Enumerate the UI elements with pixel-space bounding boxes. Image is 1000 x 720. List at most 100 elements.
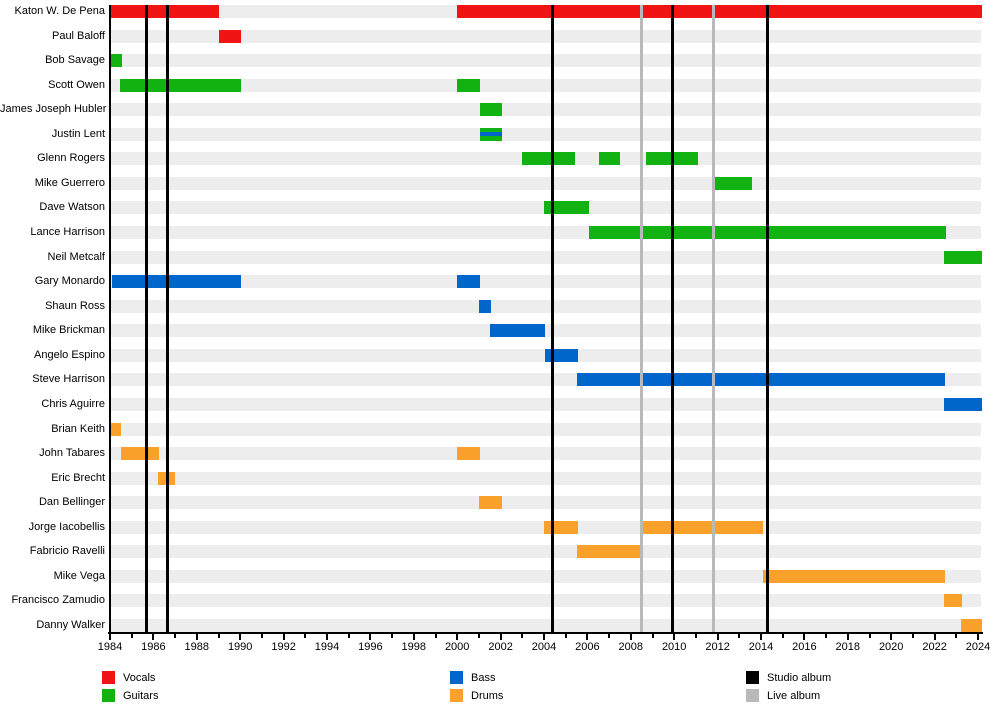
x-axis-year-label: 2014 — [748, 641, 774, 653]
legend-swatch-bass — [450, 671, 463, 684]
x-axis-minor-tick — [434, 634, 437, 638]
studio-album-line — [166, 5, 169, 632]
x-axis-year-label: 2020 — [878, 641, 904, 653]
x-axis-year-label: 2000 — [444, 641, 470, 653]
x-axis-major-tick — [239, 634, 242, 640]
member-name-label: Lance Harrison — [30, 226, 105, 239]
legend-swatch-studio_album — [746, 671, 759, 684]
x-axis-major-tick — [890, 634, 893, 640]
legend-label-bass: Bass — [471, 672, 496, 684]
member-name-label: Dan Bellinger — [38, 496, 105, 509]
x-axis-minor-tick — [347, 634, 350, 638]
legend-label-drums: Drums — [471, 690, 504, 702]
timeline-bar-guitars — [457, 78, 480, 92]
timeline-bar-vocals — [110, 5, 219, 18]
x-axis-year-label: 2002 — [488, 641, 513, 653]
x-axis-minor-tick — [564, 634, 567, 638]
studio-album-line — [670, 5, 674, 632]
row-track — [110, 545, 981, 559]
timeline-bar-vocals — [218, 29, 242, 43]
studio-album-line — [145, 5, 149, 632]
x-axis-major-tick — [803, 634, 806, 640]
timeline-bar-guitars — [480, 127, 502, 141]
legend-label-guitars: Guitars — [123, 690, 159, 702]
row-track — [110, 471, 981, 485]
x-axis-minor-tick — [738, 634, 741, 638]
x-axis-minor-tick — [955, 634, 958, 638]
x-axis-minor-tick — [521, 634, 524, 638]
timeline-bar-drums — [120, 447, 159, 461]
x-axis-minor-tick — [694, 634, 697, 638]
member-name-label: Shaun Ross — [45, 299, 105, 312]
member-name-label: Gary Monardo — [34, 275, 105, 288]
member-name-label: Angelo Espino — [34, 348, 105, 361]
legend-label-vocals: Vocals — [123, 672, 156, 684]
timeline-bar-bass — [489, 324, 546, 338]
member-name-label: Bob Savage — [45, 54, 105, 67]
timeline-bar-bass — [576, 373, 946, 387]
x-axis-minor-tick — [651, 634, 654, 638]
member-name-label: Dave Watson — [39, 201, 105, 214]
member-name-label: Glenn Rogers — [37, 152, 105, 165]
member-name-label: Katon W. De Pena — [14, 5, 106, 17]
row-track — [110, 619, 981, 632]
timeline-bar-vocals — [457, 5, 983, 18]
timeline-bar-guitars — [599, 152, 620, 166]
timeline-bar-bass — [545, 348, 578, 362]
row-track — [110, 176, 981, 190]
x-axis-minor-tick — [304, 634, 307, 638]
row-track — [110, 594, 981, 608]
x-axis-year-label: 2010 — [661, 641, 687, 653]
x-axis-major-tick — [543, 634, 545, 640]
x-axis-major-tick — [716, 634, 719, 640]
x-axis-major-tick — [412, 634, 415, 640]
timeline-bar-bass — [457, 275, 480, 289]
row-track — [110, 78, 981, 92]
member-name-label: Fabricio Ravelli — [29, 545, 105, 558]
live-album-line — [640, 5, 644, 632]
x-axis-major-tick — [846, 634, 849, 640]
timeline-bar-drums — [544, 520, 578, 534]
studio-album-line — [551, 5, 555, 632]
member-name-label: Francisco Zamudio — [11, 594, 105, 607]
x-axis-minor-tick — [477, 634, 480, 638]
timeline-bar-drums — [478, 496, 502, 510]
member-name-label: Scott Owen — [48, 78, 105, 91]
row-track — [110, 299, 981, 313]
timeline-bar-drums — [457, 447, 480, 461]
x-axis-year-label: 1984 — [97, 641, 123, 653]
row-track — [110, 324, 981, 338]
x-axis-year-label: 1986 — [141, 641, 166, 653]
x-axis-year-label: 2012 — [705, 641, 730, 653]
x-axis-major-tick — [760, 634, 762, 640]
row-track — [110, 447, 981, 461]
x-axis-year-label: 2004 — [531, 641, 557, 653]
timeline-bar-bass — [112, 275, 242, 289]
x-axis-major-tick — [456, 634, 459, 640]
timeline-bar-bass-stripe — [480, 131, 502, 137]
timeline-bar-drums — [576, 545, 642, 559]
member-name-label: John Tabares — [39, 447, 105, 460]
x-axis-minor-tick — [825, 634, 828, 638]
x-axis-major-tick — [369, 634, 372, 640]
x-axis-major-tick — [977, 634, 979, 640]
member-name-label: Steve Harrison — [32, 373, 105, 386]
timeline-bar-guitars — [480, 103, 502, 117]
x-axis-major-tick — [282, 634, 285, 640]
x-axis-year-label: 2008 — [618, 641, 644, 653]
member-name-label: Brian Keith — [51, 422, 105, 435]
x-axis-major-tick — [195, 634, 198, 640]
x-axis-minor-tick — [868, 634, 871, 638]
x-axis-major-tick — [326, 634, 328, 640]
x-axis-year-label: 2018 — [835, 641, 861, 653]
y-axis-line — [109, 5, 111, 632]
legend-label-studio_album: Studio album — [767, 672, 832, 684]
x-axis-year-label: 1992 — [271, 641, 296, 653]
x-axis-minor-tick — [130, 634, 133, 638]
timeline-bar-guitars — [522, 152, 576, 166]
x-axis-major-tick — [629, 634, 632, 640]
timeline-bar-guitars — [713, 176, 753, 190]
x-axis-major-tick — [586, 634, 589, 640]
member-name-label: Eric Brecht — [51, 471, 105, 484]
